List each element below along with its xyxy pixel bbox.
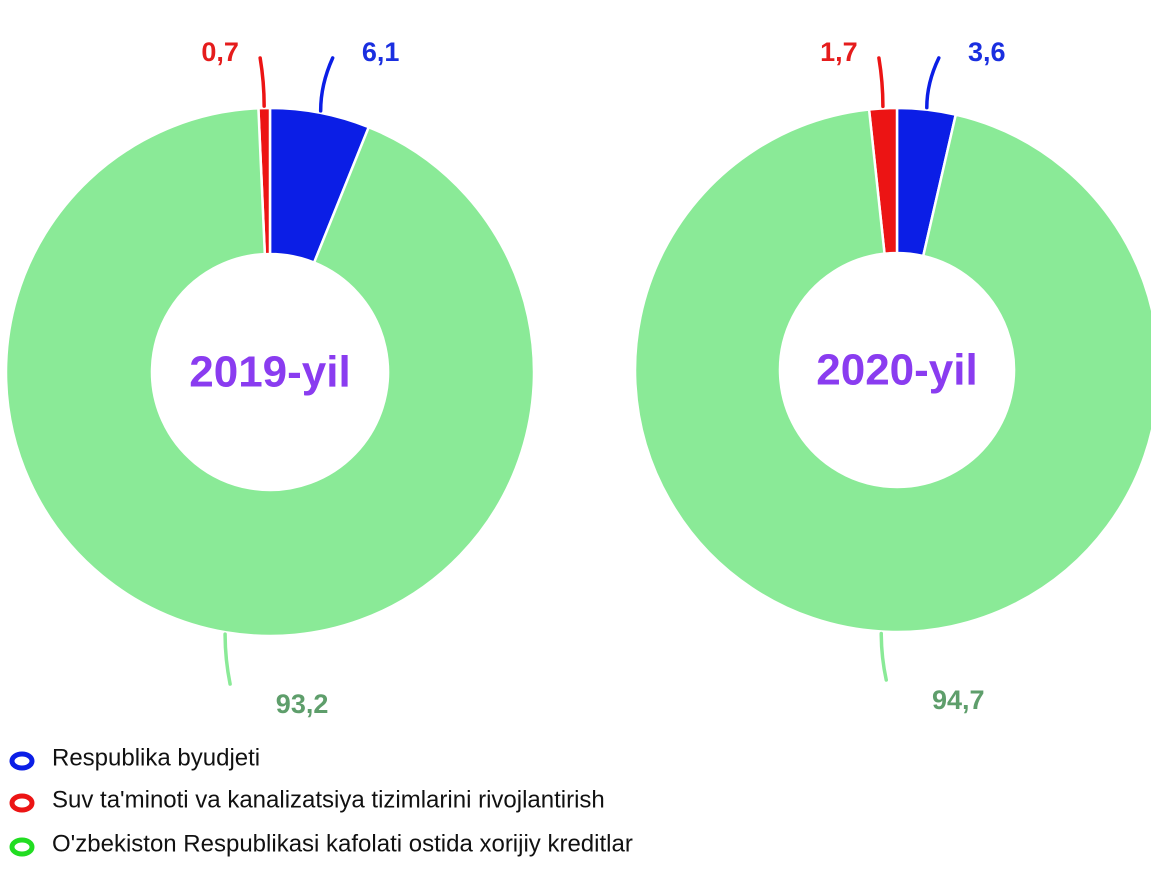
legend-marker — [9, 793, 35, 813]
center-label: 2020-yil — [816, 346, 977, 395]
center-label: 2019-yil — [189, 348, 350, 397]
legend-label: Respublika byudjeti — [52, 744, 260, 771]
donut-slice — [4, 106, 536, 638]
donut-slice — [633, 108, 1151, 634]
leader-line — [223, 632, 232, 686]
value-label: 1,7 — [820, 37, 858, 67]
leader-line — [877, 56, 885, 109]
leader-line — [318, 56, 335, 113]
value-label: 93,2 — [276, 689, 329, 719]
value-label: 0,7 — [201, 37, 239, 67]
value-label: 3,6 — [968, 37, 1006, 67]
leader-line — [925, 56, 941, 110]
leader-line — [258, 56, 266, 108]
legend-marker — [9, 837, 35, 857]
value-label: 94,7 — [932, 685, 985, 715]
leader-line — [879, 631, 889, 682]
legend-label: O'zbekiston Respublikasi kafolati ostida… — [52, 830, 633, 857]
legend-marker — [9, 751, 35, 771]
legend-label: Suv ta'minoti va kanalizatsiya tizimlari… — [52, 786, 605, 813]
value-label: 6,1 — [362, 37, 400, 67]
